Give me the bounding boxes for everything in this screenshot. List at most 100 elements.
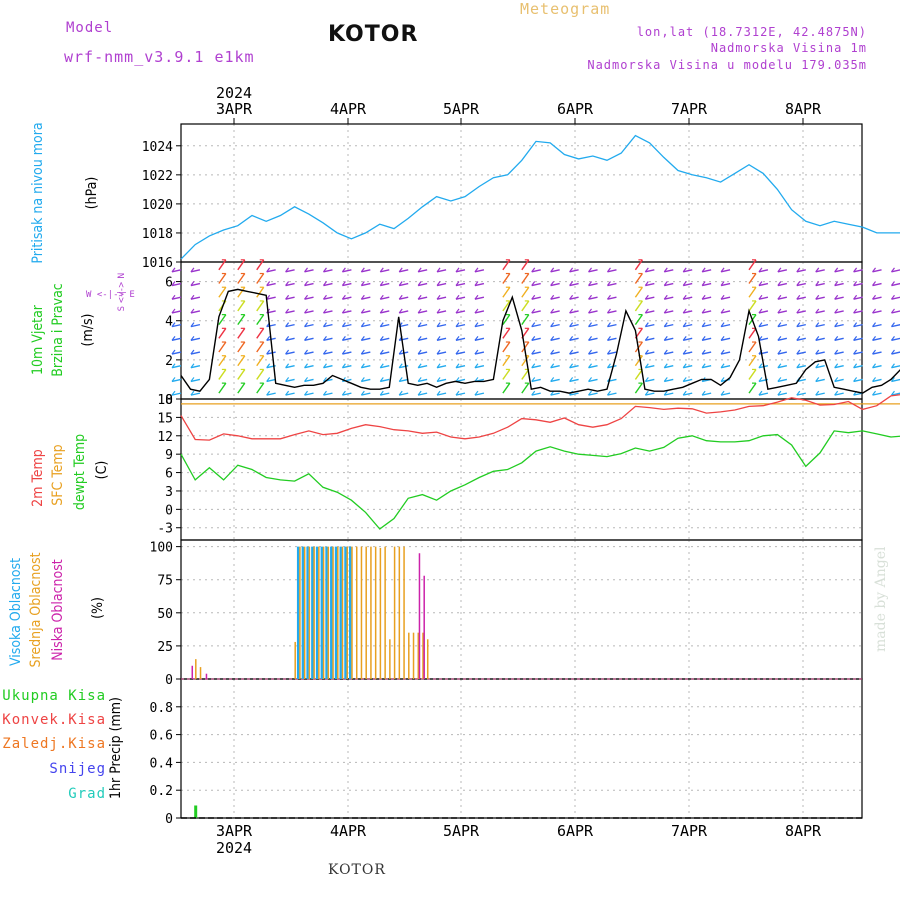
- x-top-label: 8APR: [785, 100, 822, 118]
- wind-barb: [436, 378, 447, 383]
- wind-barb-feather: [171, 281, 176, 286]
- wind-barb: [266, 351, 276, 355]
- wind-barb: [361, 269, 371, 273]
- wind-barb: [872, 282, 882, 287]
- wind-barb-feather: [341, 377, 346, 382]
- wind-barb: [664, 310, 674, 314]
- wind-barb: [237, 327, 246, 339]
- wind-barb-feather: [720, 281, 725, 286]
- wind-barb-feather: [644, 349, 649, 355]
- x-top-label: 4APR: [330, 100, 367, 118]
- wind-barb: [436, 269, 447, 273]
- wind-barb: [834, 351, 844, 355]
- wind-barb: [872, 269, 882, 273]
- wind-barb: [683, 337, 693, 342]
- wind-barb: [607, 392, 617, 396]
- wind-barb: [664, 365, 674, 369]
- wind-barb: [502, 369, 511, 380]
- wind-barb: [720, 392, 731, 396]
- location-coordinates: lon,lat (18.7312E, 42.4875N): [636, 25, 867, 39]
- wind-barb-feather: [701, 322, 706, 327]
- wind-barb-feather: [890, 363, 895, 369]
- wind-barb: [218, 286, 227, 298]
- wind-barb: [569, 351, 579, 355]
- wind-barb-feather: [796, 335, 801, 341]
- wind-barb: [664, 282, 674, 287]
- wind-barb-feather: [644, 363, 649, 369]
- wind-barb-feather: [701, 390, 706, 396]
- wind-barb-feather: [853, 349, 858, 355]
- x-bottom-label: 8APR: [785, 822, 822, 840]
- wind-barb-feather: [890, 322, 895, 327]
- wind-barb-feather: [701, 363, 706, 369]
- wind-barb: [607, 269, 617, 273]
- wind-barb-feather: [455, 390, 460, 396]
- wind-barb-feather: [455, 363, 460, 369]
- wind-barb: [834, 296, 844, 300]
- wind-barb-feather: [853, 322, 858, 327]
- wind-barb-feather: [322, 322, 327, 327]
- wind-barb: [748, 286, 757, 298]
- wind-barb-feather: [531, 294, 536, 300]
- wind-barb: [569, 337, 579, 342]
- wind-barb-feather: [436, 363, 441, 369]
- wind-barb-feather: [436, 349, 441, 355]
- y-tick-label: 18: [157, 393, 173, 408]
- precip-unit-label: 1hr Precip (mm): [108, 697, 124, 799]
- wind-barb-feather: [663, 308, 668, 314]
- wind-speed-line: [180, 288, 900, 394]
- wind-barb: [436, 337, 447, 342]
- wind-barb: [701, 351, 712, 355]
- wind-barb: [588, 310, 598, 314]
- wind-barb: [634, 286, 643, 298]
- wind-barb: [285, 392, 295, 396]
- wind-barb: [796, 337, 806, 342]
- wind-barb-feather: [285, 267, 290, 273]
- wind-side-label-1: 10m Vjetar: [30, 304, 46, 375]
- wind-barb: [853, 296, 863, 300]
- wind-barb: [342, 378, 352, 383]
- wind-barb: [891, 378, 900, 383]
- wind-barb: [474, 310, 485, 314]
- wind-barb: [455, 296, 466, 300]
- wind-barb: [436, 392, 447, 396]
- wind-barb: [237, 286, 246, 298]
- wind-barb-feather: [398, 349, 403, 355]
- wind-barb-feather: [398, 308, 403, 314]
- y-tick-label: 6: [165, 276, 173, 291]
- wind-barb-feather: [398, 281, 403, 286]
- wind-barb: [323, 296, 333, 300]
- panel-frame: [180, 539, 863, 680]
- wind-barb-feather: [322, 390, 327, 396]
- wind-barb-feather: [720, 349, 725, 355]
- wind-barb: [758, 282, 769, 287]
- wind-barb-feather: [834, 349, 839, 355]
- wind-barb: [634, 355, 643, 367]
- wind-barb: [521, 382, 530, 394]
- wind-barb-feather: [853, 363, 858, 369]
- wind-barb: [304, 269, 314, 273]
- wind-barb-feather: [588, 308, 593, 314]
- wind-barb: [266, 282, 276, 287]
- wind-barb: [237, 355, 246, 367]
- wind-barb: [455, 337, 466, 342]
- wind-barb: [417, 392, 428, 396]
- x-bottom-label: 7APR: [671, 822, 708, 840]
- wind-barb: [664, 323, 674, 328]
- wind-barb-feather: [796, 349, 801, 355]
- wind-barb-feather: [701, 308, 706, 314]
- wind-barb-feather: [758, 281, 763, 286]
- wind-barb-feather: [606, 294, 611, 300]
- wind-barb-feather: [663, 363, 668, 369]
- wind-barb-feather: [644, 390, 649, 396]
- wind-barb: [256, 382, 265, 394]
- wind-barb-feather: [322, 281, 327, 286]
- wind-barb-feather: [531, 281, 536, 286]
- panel-frame: [180, 398, 863, 541]
- wind-barb: [588, 323, 598, 328]
- wind-barb: [455, 310, 466, 314]
- wind-barb: [664, 392, 674, 396]
- wind-barb-feather: [758, 377, 763, 382]
- wind-barb: [634, 341, 643, 353]
- model-name: wrf-nmm_v3.9.1 e1km: [64, 48, 255, 66]
